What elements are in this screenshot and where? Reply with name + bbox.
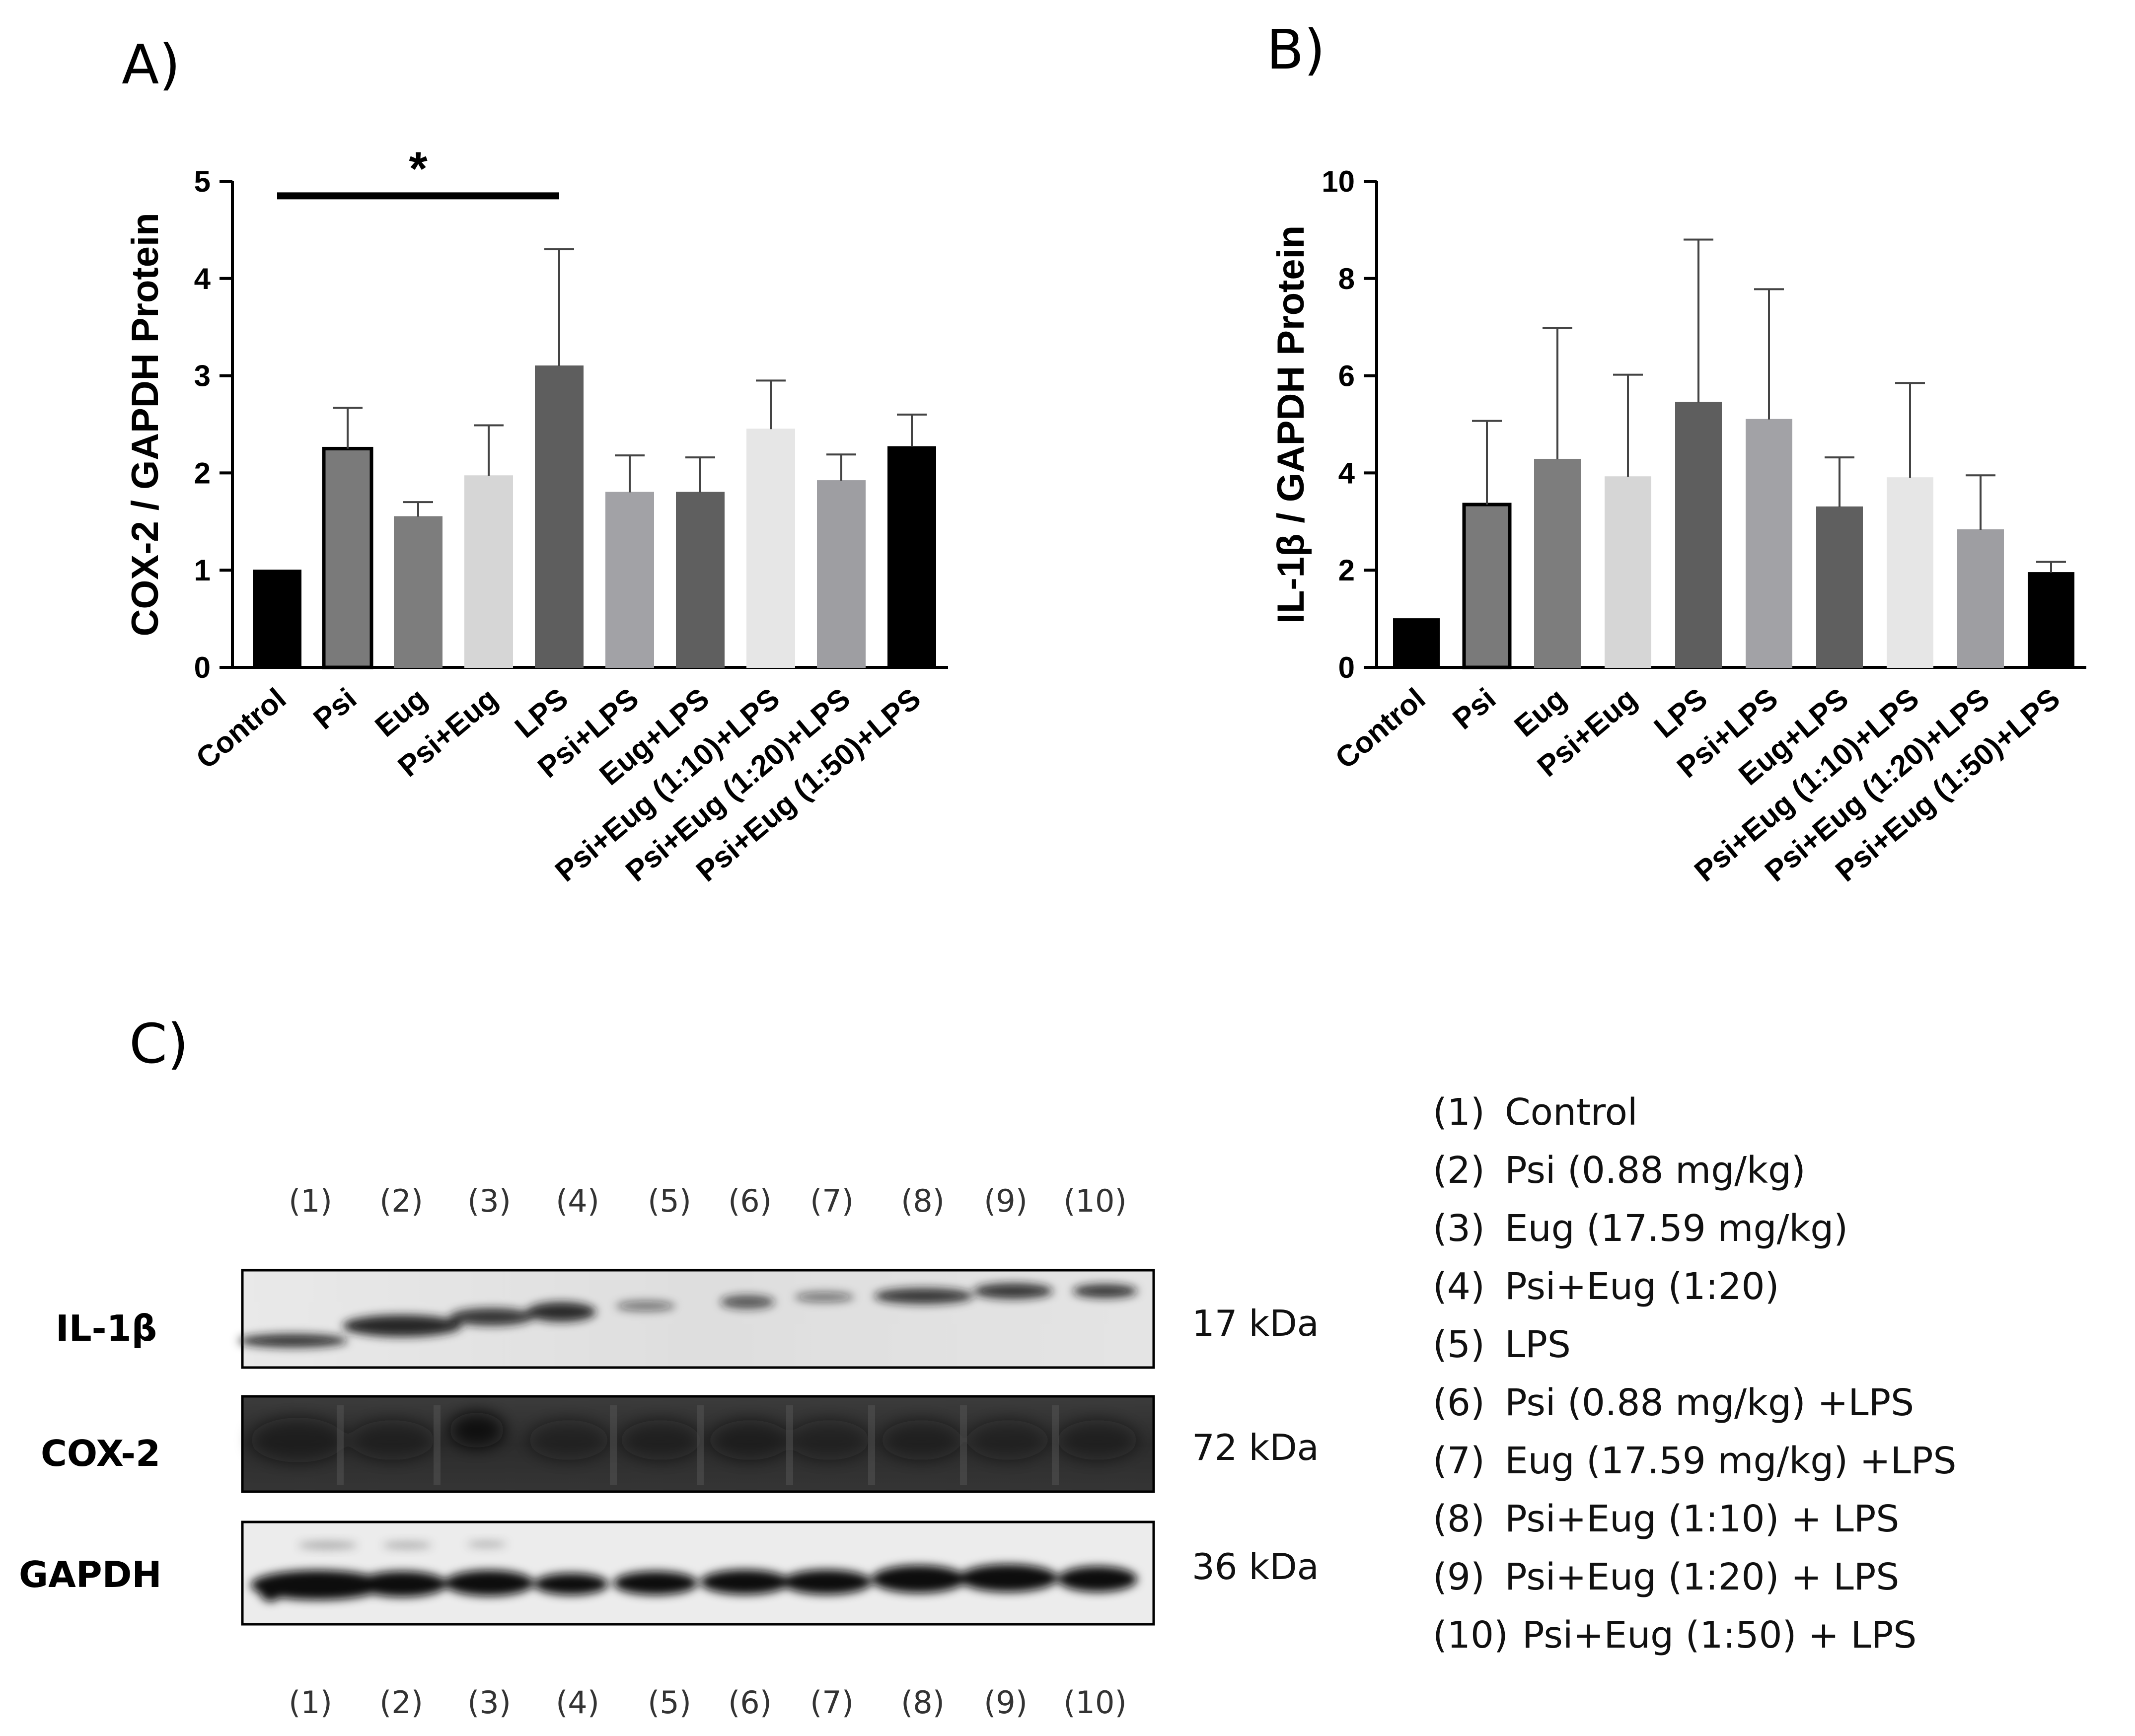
- lane-label: (2): [379, 1684, 423, 1721]
- kda-label-il1b: 17 kDa: [1192, 1302, 1319, 1344]
- treatment-legend: (1) Control (2) Psi (0.88 mg/kg) (3) Eug (17.…: [1433, 1091, 1956, 1657]
- kda-label-gapdh: 36 kDa: [1192, 1546, 1319, 1588]
- western-blot: (1) (2) (3) (4) (5) (6) (7) (8) (9) (10) (1) (2) (3…: [19, 1183, 1319, 1721]
- bar-2: [322, 446, 373, 669]
- lane-label: (4): [556, 1183, 599, 1219]
- x-tick-label: Control: [1329, 682, 1431, 775]
- legend-item-text: LPS: [1505, 1323, 1571, 1366]
- lane-label: (6): [728, 1684, 772, 1721]
- lane-label: (7): [810, 1183, 854, 1219]
- blot-label-il1b: IL-1β: [56, 1307, 157, 1349]
- legend-number: (5): [1433, 1323, 1485, 1366]
- y-axis-title: IL-1β / GAPDH Protein: [1270, 225, 1312, 624]
- bar-1: [1393, 618, 1440, 668]
- bar-10: [2028, 572, 2074, 668]
- bar-8: [746, 429, 795, 668]
- lane-label: (5): [648, 1684, 691, 1721]
- lane-label: (10): [1063, 1684, 1126, 1721]
- legend-number: (6): [1433, 1381, 1485, 1424]
- y-tick-label: 0: [194, 651, 211, 684]
- legend-item-text: Psi (0.88 mg/kg): [1505, 1149, 1806, 1192]
- bar-2: [1462, 503, 1512, 669]
- significance-asterisk: *: [409, 142, 428, 195]
- lane-label: (10): [1063, 1183, 1126, 1219]
- lane-labels-bottom: (1) (2) (3) (4) (5) (6) (7) (8) (9) (10): [289, 1684, 1127, 1721]
- lane-label: (9): [984, 1183, 1028, 1219]
- y-tick-label: 6: [1338, 360, 1355, 393]
- bar-4: [1605, 476, 1651, 668]
- lane-label: (8): [901, 1183, 945, 1219]
- lane-label: (2): [379, 1183, 423, 1219]
- bar-5: [1675, 402, 1722, 668]
- x-tick-label: Psi: [307, 682, 363, 736]
- legend-number: (4): [1433, 1265, 1485, 1308]
- lane-label: (6): [728, 1183, 772, 1219]
- panel-label-a: A): [122, 33, 180, 96]
- blot-strip-il1b: [238, 1269, 1155, 1369]
- y-tick-label: 10: [1322, 165, 1355, 198]
- bar-6: [1746, 419, 1792, 668]
- y-tick-label: 8: [1338, 262, 1355, 295]
- legend-item-text: Control: [1505, 1091, 1638, 1134]
- bar-9: [1957, 529, 2004, 668]
- legend-item-text: Psi+Eug (1:50) + LPS: [1522, 1614, 1916, 1657]
- bar-5: [535, 365, 584, 668]
- lane-label: (3): [467, 1684, 511, 1721]
- y-tick-label: 2: [194, 456, 211, 490]
- lane-label: (5): [648, 1183, 691, 1219]
- legend-item-text: Psi+Eug (1:20) + LPS: [1505, 1556, 1899, 1598]
- legend-number: (10): [1433, 1614, 1508, 1657]
- y-tick-label: 4: [194, 262, 211, 295]
- lane-label: (1): [289, 1183, 332, 1219]
- legend-number: (7): [1433, 1440, 1485, 1482]
- legend-number: (2): [1433, 1149, 1485, 1192]
- y-tick-label: 1: [194, 554, 211, 587]
- lane-label: (4): [556, 1684, 599, 1721]
- lane-label: (7): [810, 1684, 854, 1721]
- legend-number: (8): [1433, 1498, 1485, 1540]
- x-tick-label: Psi: [1446, 682, 1502, 736]
- y-axis-title: COX-2 / GAPDH Protein: [124, 213, 166, 637]
- bar-7: [1816, 506, 1863, 668]
- bar-9: [817, 480, 866, 668]
- legend-item-text: Eug (17.59 mg/kg): [1505, 1207, 1848, 1250]
- blot-label-gapdh: GAPDH: [19, 1554, 162, 1595]
- lane-label: (1): [289, 1684, 332, 1721]
- panel-label-c: C): [129, 1012, 189, 1076]
- lane-label: (8): [901, 1684, 945, 1721]
- legend-number: (1): [1433, 1091, 1485, 1134]
- blot-label-cox2: COX-2: [41, 1433, 160, 1474]
- bar-8: [1887, 477, 1933, 668]
- lane-labels-top: (1) (2) (3) (4) (5) (6) (7) (8) (9) (10): [289, 1183, 1127, 1219]
- y-tick-label: 5: [194, 165, 211, 198]
- legend-item-text: Psi (0.88 mg/kg) +LPS: [1505, 1381, 1914, 1424]
- y-tick-label: 3: [194, 360, 211, 393]
- y-tick-label: 4: [1338, 456, 1355, 490]
- legend-number: (9): [1433, 1556, 1485, 1598]
- lane-label: (3): [467, 1183, 511, 1219]
- bar-7: [676, 492, 725, 668]
- blot-strip-cox2: [241, 1395, 1155, 1493]
- bar-3: [1534, 458, 1581, 668]
- y-tick-label: 0: [1338, 651, 1355, 684]
- legend-number: (3): [1433, 1207, 1485, 1250]
- legend-item-text: Eug (17.59 mg/kg) +LPS: [1505, 1440, 1956, 1482]
- panel-label-b: B): [1266, 18, 1325, 81]
- x-tick-label: Control: [190, 682, 292, 775]
- kda-label-cox2: 72 kDa: [1192, 1427, 1319, 1468]
- bar-1: [253, 570, 301, 668]
- y-tick-label: 2: [1338, 554, 1355, 587]
- blot-strip-gapdh: [241, 1520, 1155, 1626]
- bar-3: [394, 516, 442, 668]
- bar-10: [887, 446, 936, 668]
- lane-label: (9): [984, 1684, 1028, 1721]
- bar-4: [464, 475, 513, 668]
- legend-item-text: Psi+Eug (1:10) + LPS: [1505, 1498, 1899, 1540]
- bar-6: [605, 492, 654, 668]
- legend-item-text: Psi+Eug (1:20): [1505, 1265, 1779, 1308]
